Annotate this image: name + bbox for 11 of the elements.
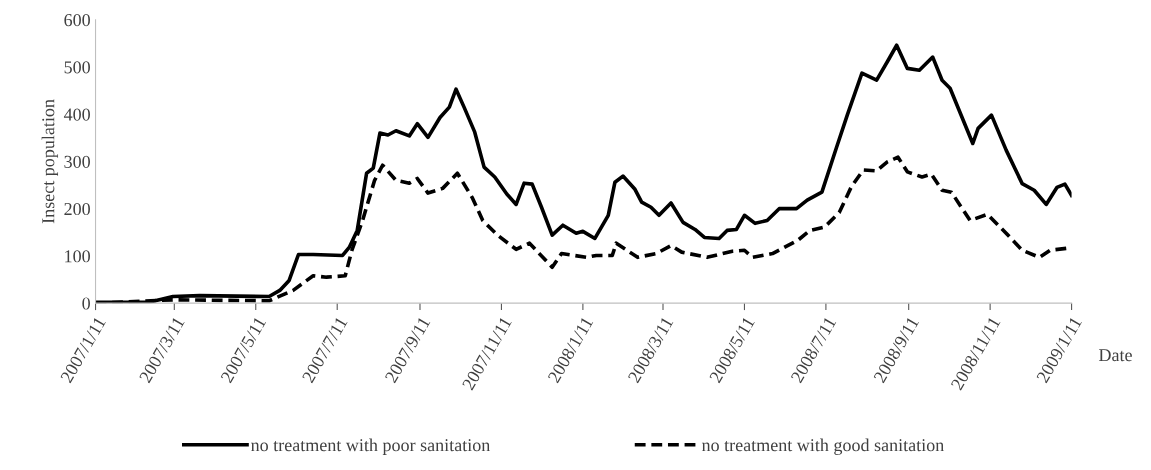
y-tick-label: 0 (82, 297, 90, 310)
y-tick-label: 500 (64, 61, 90, 74)
legend-label: no treatment with poor sanitation (251, 438, 491, 455)
y-tick-label: 300 (64, 155, 90, 168)
y-tick-label: 400 (63, 108, 90, 121)
legend-label: no treatment with good sanitation (701, 438, 944, 455)
y-tick-label: 200 (64, 202, 90, 216)
y-tick-label: 100 (65, 250, 90, 263)
y-axis-title: Insect population (41, 99, 59, 224)
y-tick-label: 600 (64, 14, 90, 27)
x-axis-title: Date (1098, 349, 1132, 362)
